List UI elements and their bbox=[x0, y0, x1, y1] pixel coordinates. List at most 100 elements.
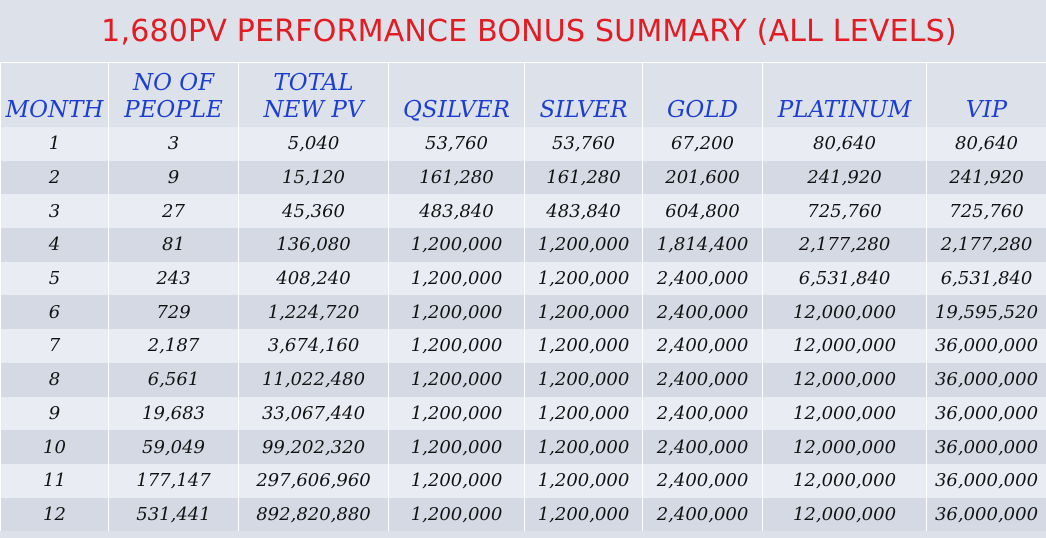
platinum-cell: 12,000,000 bbox=[762, 362, 927, 397]
table-row: 7 2,187 3,674,160 1,200,000 1,200,000 2,400,0… bbox=[0, 329, 1046, 363]
gold-cell: 1,814,400 bbox=[642, 228, 763, 262]
vip-cell: 241,920 bbox=[926, 160, 1046, 195]
header-row: MONTH NO OF PEOPLE TOTAL NEW PV QSILVER … bbox=[0, 62, 1046, 127]
month-cell: 7 bbox=[0, 329, 109, 363]
qsilver-cell: 1,200,000 bbox=[388, 228, 525, 262]
col-header-line: NEW PV bbox=[263, 97, 364, 123]
silver-cell: 1,200,000 bbox=[524, 329, 643, 363]
month-cell: 9 bbox=[0, 396, 109, 431]
col-header-line: QSILVER bbox=[403, 97, 510, 123]
table-row: 12 531,441 892,820,880 1,200,000 1,200,000 2,… bbox=[0, 497, 1046, 532]
people-cell: 6,561 bbox=[108, 362, 239, 397]
silver-cell: 1,200,000 bbox=[524, 261, 643, 296]
title-bar: 1,680PV PERFORMANCE BONUS SUMMARY (ALL L… bbox=[0, 0, 1046, 62]
month-cell: 10 bbox=[0, 430, 109, 464]
silver-cell: 483,840 bbox=[524, 194, 643, 229]
total-pv-cell: 99,202,320 bbox=[238, 430, 389, 464]
total-pv-cell: 15,120 bbox=[238, 160, 389, 195]
total-pv-cell: 3,674,160 bbox=[238, 329, 389, 363]
gold-cell: 2,400,000 bbox=[642, 329, 763, 363]
qsilver-cell: 1,200,000 bbox=[388, 497, 525, 532]
col-header-qsilver: QSILVER bbox=[388, 62, 525, 127]
bonus-table: MONTH NO OF PEOPLE TOTAL NEW PV QSILVER … bbox=[0, 62, 1046, 532]
vip-cell: 2,177,280 bbox=[926, 228, 1046, 262]
table-row: 1 3 5,040 53,760 53,760 67,200 80,640 80,640 bbox=[0, 127, 1046, 161]
platinum-cell: 12,000,000 bbox=[762, 329, 927, 363]
month-cell: 5 bbox=[0, 261, 109, 296]
col-header-silver: SILVER bbox=[524, 62, 643, 127]
col-header-month: MONTH bbox=[0, 62, 109, 127]
col-header-line: SILVER bbox=[539, 97, 628, 123]
table-body: 1 3 5,040 53,760 53,760 67,200 80,640 80,640 2 9 1… bbox=[0, 127, 1046, 532]
qsilver-cell: 1,200,000 bbox=[388, 261, 525, 296]
month-cell: 6 bbox=[0, 295, 109, 330]
people-cell: 177,147 bbox=[108, 463, 239, 498]
gold-cell: 2,400,000 bbox=[642, 396, 763, 431]
silver-cell: 1,200,000 bbox=[524, 497, 643, 532]
silver-cell: 161,280 bbox=[524, 160, 643, 195]
table-row: 9 19,683 33,067,440 1,200,000 1,200,000 2,400… bbox=[0, 396, 1046, 431]
col-header-no-of-people: NO OF PEOPLE bbox=[108, 62, 239, 127]
qsilver-cell: 1,200,000 bbox=[388, 463, 525, 498]
qsilver-cell: 161,280 bbox=[388, 160, 525, 195]
qsilver-cell: 1,200,000 bbox=[388, 362, 525, 397]
page-title: 1,680PV PERFORMANCE BONUS SUMMARY (ALL L… bbox=[101, 13, 957, 49]
platinum-cell: 12,000,000 bbox=[762, 497, 927, 532]
month-cell: 11 bbox=[0, 463, 109, 498]
vip-cell: 6,531,840 bbox=[926, 261, 1046, 296]
col-header-line: GOLD bbox=[667, 97, 738, 123]
qsilver-cell: 483,840 bbox=[388, 194, 525, 229]
gold-cell: 2,400,000 bbox=[642, 261, 763, 296]
platinum-cell: 12,000,000 bbox=[762, 430, 927, 464]
table-row: 6 729 1,224,720 1,200,000 1,200,000 2,400,000… bbox=[0, 295, 1046, 330]
silver-cell: 1,200,000 bbox=[524, 228, 643, 262]
gold-cell: 67,200 bbox=[642, 127, 763, 161]
total-pv-cell: 45,360 bbox=[238, 194, 389, 229]
platinum-cell: 12,000,000 bbox=[762, 396, 927, 431]
table-row: 4 81 136,080 1,200,000 1,200,000 1,814,400 2,1… bbox=[0, 228, 1046, 262]
gold-cell: 2,400,000 bbox=[642, 362, 763, 397]
platinum-cell: 241,920 bbox=[762, 160, 927, 195]
vip-cell: 36,000,000 bbox=[926, 497, 1046, 532]
vip-cell: 36,000,000 bbox=[926, 463, 1046, 498]
platinum-cell: 2,177,280 bbox=[762, 228, 927, 262]
silver-cell: 1,200,000 bbox=[524, 430, 643, 464]
silver-cell: 1,200,000 bbox=[524, 362, 643, 397]
people-cell: 9 bbox=[108, 160, 239, 195]
vip-cell: 80,640 bbox=[926, 127, 1046, 161]
total-pv-cell: 33,067,440 bbox=[238, 396, 389, 431]
table-row: 2 9 15,120 161,280 161,280 201,600 241,920 241,… bbox=[0, 160, 1046, 195]
col-header-gold: GOLD bbox=[642, 62, 763, 127]
vip-cell: 36,000,000 bbox=[926, 396, 1046, 431]
people-cell: 531,441 bbox=[108, 497, 239, 532]
table-row: 10 59,049 99,202,320 1,200,000 1,200,000 2,40… bbox=[0, 430, 1046, 464]
silver-cell: 1,200,000 bbox=[524, 295, 643, 330]
month-cell: 4 bbox=[0, 228, 109, 262]
table-row: 11 177,147 297,606,960 1,200,000 1,200,000 2,… bbox=[0, 463, 1046, 498]
people-cell: 2,187 bbox=[108, 329, 239, 363]
month-cell: 2 bbox=[0, 160, 109, 195]
gold-cell: 2,400,000 bbox=[642, 295, 763, 330]
col-header-vip: VIP bbox=[926, 62, 1046, 127]
col-header-line: TOTAL bbox=[273, 70, 354, 96]
col-header-line: VIP bbox=[965, 97, 1008, 123]
gold-cell: 2,400,000 bbox=[642, 463, 763, 498]
col-header-line: PEOPLE bbox=[124, 97, 223, 123]
total-pv-cell: 892,820,880 bbox=[238, 497, 389, 532]
people-cell: 59,049 bbox=[108, 430, 239, 464]
platinum-cell: 6,531,840 bbox=[762, 261, 927, 296]
gold-cell: 604,800 bbox=[642, 194, 763, 229]
total-pv-cell: 11,022,480 bbox=[238, 362, 389, 397]
qsilver-cell: 1,200,000 bbox=[388, 329, 525, 363]
gold-cell: 2,400,000 bbox=[642, 497, 763, 532]
vip-cell: 36,000,000 bbox=[926, 362, 1046, 397]
table-row: 5 243 408,240 1,200,000 1,200,000 2,400,000 6,… bbox=[0, 261, 1046, 296]
people-cell: 27 bbox=[108, 194, 239, 229]
table-row: 8 6,561 11,022,480 1,200,000 1,200,000 2,400,… bbox=[0, 362, 1046, 397]
platinum-cell: 12,000,000 bbox=[762, 463, 927, 498]
total-pv-cell: 297,606,960 bbox=[238, 463, 389, 498]
platinum-cell: 12,000,000 bbox=[762, 295, 927, 330]
people-cell: 19,683 bbox=[108, 396, 239, 431]
platinum-cell: 725,760 bbox=[762, 194, 927, 229]
qsilver-cell: 53,760 bbox=[388, 127, 525, 161]
